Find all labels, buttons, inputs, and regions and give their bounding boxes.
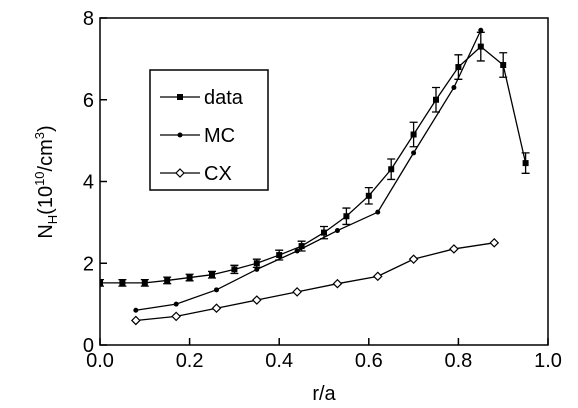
x-tick-label: 0.2 (176, 350, 204, 372)
legend-label: data (204, 87, 244, 109)
x-tick-label: 0.8 (444, 350, 472, 372)
y-tick-label: 0 (83, 335, 94, 357)
y-label-sup: 10 (32, 171, 47, 185)
data-point (141, 279, 148, 286)
data-point (119, 279, 126, 286)
data-point (455, 64, 462, 71)
legend-marker (175, 168, 185, 178)
data-point (332, 278, 343, 289)
data-point (433, 96, 439, 103)
series-line (135, 242, 495, 322)
data-point (171, 311, 182, 322)
data-point (522, 160, 529, 167)
data-point (477, 43, 484, 50)
x-tick-label: 0.6 (355, 350, 383, 372)
data-point (451, 84, 457, 90)
y-tick-label: 2 (83, 253, 94, 275)
data-point (410, 131, 417, 138)
data-point (343, 213, 350, 220)
data-point (253, 260, 260, 267)
data-point (334, 228, 340, 234)
legend-box (149, 69, 269, 191)
y-label-open: (10 (35, 186, 57, 215)
y-tick-label: 8 (83, 8, 94, 30)
error-bar (100, 278, 104, 287)
y-tick-label: 6 (83, 90, 94, 112)
data-point (388, 166, 395, 173)
data-point (294, 248, 300, 254)
data-point (365, 192, 372, 199)
data-point (254, 266, 260, 272)
data-point (321, 229, 327, 236)
y-label-sub: H (45, 215, 60, 224)
plot-area (100, 27, 530, 326)
y-label-close: ) (35, 125, 57, 132)
data-point (164, 277, 171, 284)
data-point (213, 287, 219, 293)
data-point (411, 150, 417, 156)
data-point (130, 315, 141, 326)
data-point (251, 295, 262, 305)
legend-label: MC (204, 125, 235, 147)
data-point (231, 266, 238, 273)
x-tick-label: 0.4 (265, 350, 293, 372)
y-axis-label: NH(1010/cm3) (32, 125, 60, 238)
data-point (500, 62, 507, 69)
data-point (173, 301, 179, 307)
data-point (372, 271, 383, 282)
legend-label: CX (204, 163, 232, 185)
y-label-main: N (35, 224, 57, 238)
data-point (298, 243, 305, 250)
data-point (100, 279, 103, 286)
data-point (133, 307, 139, 313)
series-line (135, 29, 482, 311)
data-point (209, 271, 215, 278)
y-label-mid: /cm (35, 139, 57, 171)
data-point (292, 287, 302, 297)
data-point (211, 303, 222, 314)
data-point (489, 237, 500, 248)
data-point (375, 209, 381, 215)
y-tick-label: 4 (83, 172, 94, 194)
data-point (478, 27, 484, 33)
x-axis-label: r/a (312, 383, 336, 405)
data-point (186, 274, 193, 281)
data-point (408, 254, 419, 265)
data-point (276, 252, 283, 259)
legend-marker (177, 94, 183, 100)
series-line (100, 45, 527, 284)
x-tick-label: 1.0 (534, 350, 562, 372)
legend-marker (177, 132, 183, 138)
x-tick-label: 0.0 (86, 350, 114, 372)
data-point (449, 244, 459, 254)
y-label-sup: 3 (32, 132, 47, 139)
